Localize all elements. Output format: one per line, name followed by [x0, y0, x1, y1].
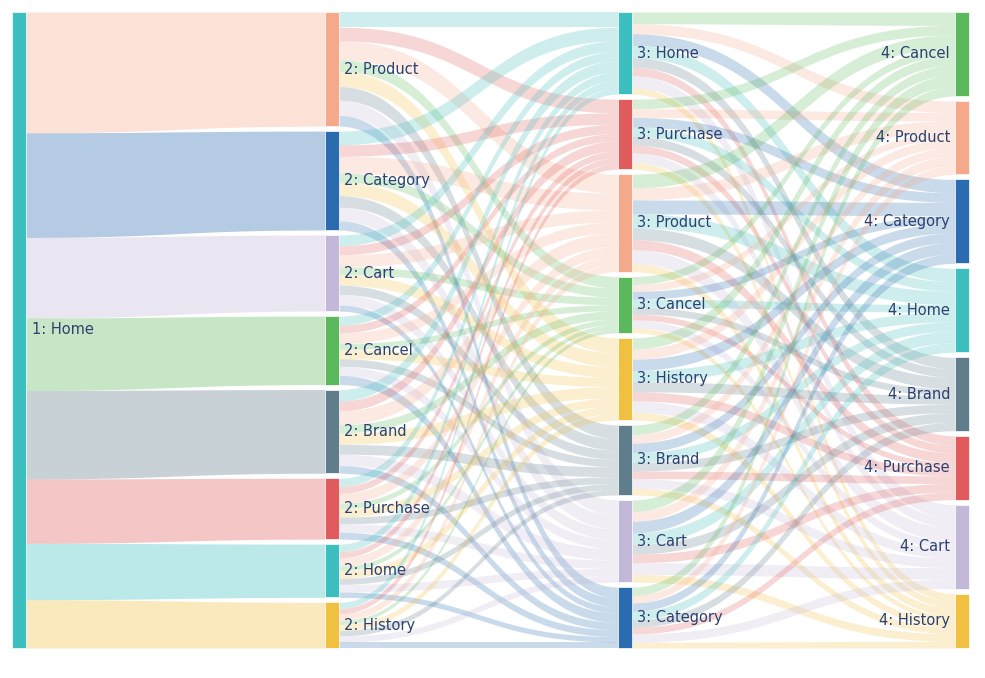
Bar [618, 12, 632, 94]
Bar [955, 101, 969, 174]
Bar [325, 316, 339, 384]
Bar [325, 12, 339, 126]
Text: 3: Product: 3: Product [637, 216, 711, 231]
Text: 3: Category: 3: Category [637, 610, 723, 625]
Text: 4: Cancel: 4: Cancel [882, 47, 950, 62]
Text: 4: Category: 4: Category [864, 214, 950, 229]
Text: 2: Category: 2: Category [344, 173, 429, 188]
Text: 3: Cancel: 3: Cancel [637, 297, 705, 312]
Bar [955, 12, 969, 96]
Bar [618, 587, 632, 648]
Text: 4: Product: 4: Product [876, 130, 950, 145]
Text: 4: History: 4: History [879, 614, 950, 629]
Bar [618, 500, 632, 582]
Bar [618, 174, 632, 271]
Bar [325, 602, 339, 648]
Text: 1: Home: 1: Home [32, 323, 94, 338]
Text: 4: Purchase: 4: Purchase [865, 460, 950, 475]
Bar [955, 180, 969, 263]
Bar [955, 594, 969, 648]
Bar [618, 338, 632, 420]
Text: 2: History: 2: History [344, 618, 415, 633]
Text: 2: Product: 2: Product [344, 62, 419, 77]
Text: 2: Home: 2: Home [344, 563, 406, 578]
Bar [955, 357, 969, 431]
Bar [325, 235, 339, 311]
Bar [12, 12, 26, 648]
Text: 3: Home: 3: Home [637, 45, 698, 60]
Bar [325, 131, 339, 230]
Bar [325, 478, 339, 539]
Text: 4: Home: 4: Home [888, 303, 950, 318]
Text: 4: Brand: 4: Brand [887, 386, 950, 401]
Bar [955, 504, 969, 589]
Bar [618, 425, 632, 495]
Text: 2: Cart: 2: Cart [344, 266, 394, 281]
Text: 2: Cancel: 2: Cancel [344, 343, 413, 358]
Bar [325, 390, 339, 473]
Bar [955, 268, 969, 353]
Text: 3: Purchase: 3: Purchase [637, 127, 723, 142]
Text: 3: Brand: 3: Brand [637, 452, 699, 468]
Text: 2: Brand: 2: Brand [344, 424, 407, 439]
Text: 3: Cart: 3: Cart [637, 534, 687, 549]
Text: 4: Cart: 4: Cart [900, 539, 950, 554]
Bar [618, 277, 632, 333]
Bar [325, 544, 339, 597]
Bar [618, 99, 632, 169]
Text: 3: History: 3: History [637, 372, 708, 386]
Text: 2: Purchase: 2: Purchase [344, 501, 429, 516]
Bar [955, 436, 969, 500]
